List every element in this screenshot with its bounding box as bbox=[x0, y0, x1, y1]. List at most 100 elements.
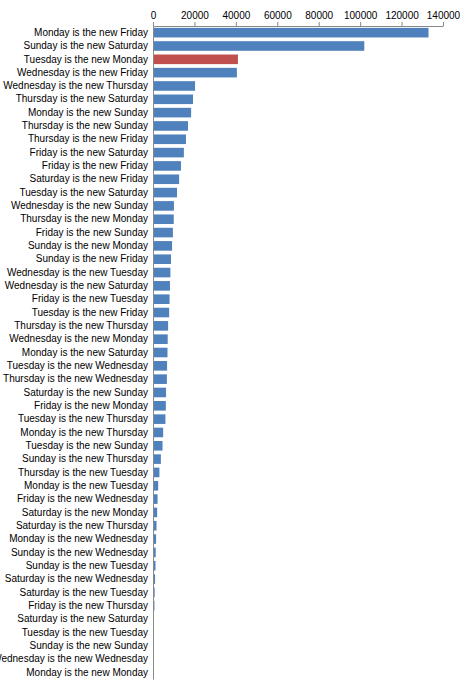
y-tick: Saturday is the new Wednesday bbox=[5, 573, 148, 584]
y-tick-label: Wednesday is the new Friday bbox=[17, 67, 148, 78]
x-tick-mark bbox=[319, 22, 320, 26]
bar bbox=[153, 454, 161, 464]
bar bbox=[153, 241, 172, 251]
x-tick-label: 40000 bbox=[222, 10, 250, 21]
y-tick: Tuesday is the new Tuesday bbox=[22, 627, 148, 638]
y-tick: Thursday is the new Sunday bbox=[22, 120, 148, 131]
x-axis: 020000400006000080000100000120000140000 bbox=[151, 10, 460, 27]
bar bbox=[153, 55, 238, 65]
x-tick-mark bbox=[277, 22, 278, 26]
bar bbox=[153, 201, 174, 211]
y-tick-label: Saturday is the new Thursday bbox=[16, 520, 148, 531]
y-tick: Wednesday is the new Monday bbox=[9, 333, 148, 344]
y-tick-label: Monday is the new Monday bbox=[26, 667, 148, 678]
y-tick-label: Monday is the new Wednesday bbox=[9, 533, 148, 544]
y-tick-label: Saturday is the new Tuesday bbox=[20, 587, 148, 598]
x-tick: 100000 bbox=[344, 10, 378, 26]
y-tick: Wednesday is the new Wednesday bbox=[0, 653, 148, 664]
y-tick-label: Monday is the new Sunday bbox=[28, 107, 148, 118]
y-tick-label: Thursday is the new Monday bbox=[20, 213, 148, 224]
y-tick: Friday is the new Wednesday bbox=[17, 493, 148, 504]
bar bbox=[153, 268, 170, 278]
y-tick-label: Sunday is the new Friday bbox=[36, 253, 148, 264]
bars bbox=[153, 28, 429, 677]
y-tick-label: Friday is the new Tuesday bbox=[32, 293, 148, 304]
y-tick-label: Saturday is the new Monday bbox=[22, 507, 148, 518]
y-tick: Thursday is the new Friday bbox=[28, 133, 148, 144]
y-tick-label: Thursday is the new Sunday bbox=[22, 120, 148, 131]
y-tick-label: Saturday is the new Saturday bbox=[17, 613, 148, 624]
y-tick: Friday is the new Friday bbox=[42, 160, 148, 171]
bar bbox=[153, 441, 163, 451]
bar bbox=[153, 174, 179, 184]
x-tick: 40000 bbox=[222, 10, 250, 26]
x-tick-label: 100000 bbox=[344, 10, 378, 21]
y-tick-label: Sunday is the new Sunday bbox=[30, 640, 148, 651]
plot: 020000400006000080000100000120000140000M… bbox=[0, 10, 460, 680]
y-tick-label: Tuesday is the new Wednesday bbox=[7, 360, 148, 371]
y-tick-label: Friday is the new Friday bbox=[42, 160, 148, 171]
y-tick-label: Wednesday is the new Sunday bbox=[11, 200, 148, 211]
y-tick-label: Tuesday is the new Saturday bbox=[19, 187, 148, 198]
y-tick-label: Friday is the new Thursday bbox=[28, 600, 148, 611]
y-tick: Friday is the new Monday bbox=[34, 400, 148, 411]
bar bbox=[153, 374, 167, 384]
y-tick-label: Sunday is the new Tuesday bbox=[26, 560, 148, 571]
y-tick: Saturday is the new Tuesday bbox=[20, 587, 148, 598]
y-axis-line bbox=[153, 27, 154, 680]
y-tick-label: Sunday is the new Monday bbox=[28, 240, 148, 251]
bar bbox=[153, 81, 195, 91]
y-tick-label: Tuesday is the new Tuesday bbox=[22, 627, 148, 638]
y-tick-label: Friday is the new Sunday bbox=[36, 227, 148, 238]
bar bbox=[153, 148, 184, 158]
y-tick-label: Sunday is the new Wednesday bbox=[11, 547, 148, 558]
y-tick: Tuesday is the new Thursday bbox=[18, 413, 148, 424]
bar bbox=[153, 388, 166, 398]
bar bbox=[153, 214, 174, 224]
x-tick: 80000 bbox=[305, 10, 333, 26]
bar bbox=[153, 414, 165, 424]
bar bbox=[153, 294, 170, 304]
y-tick: Tuesday is the new Sunday bbox=[26, 440, 148, 451]
y-tick-label: Saturday is the new Wednesday bbox=[5, 573, 148, 584]
y-tick: Sunday is the new Thursday bbox=[22, 453, 148, 464]
x-tick: 140000 bbox=[427, 10, 460, 26]
y-tick-label: Monday is the new Thursday bbox=[20, 427, 148, 438]
x-tick-label: 20000 bbox=[181, 10, 209, 21]
y-tick: Saturday is the new Monday bbox=[22, 507, 148, 518]
y-tick-label: Thursday is the new Saturday bbox=[16, 93, 148, 104]
x-tick-mark bbox=[402, 22, 403, 26]
y-tick: Wednesday is the new Thursday bbox=[3, 80, 148, 91]
x-tick-label: 0 bbox=[151, 10, 157, 21]
y-tick: Thursday is the new Saturday bbox=[16, 93, 148, 104]
y-tick: Sunday is the new Friday bbox=[36, 253, 148, 264]
y-tick: Saturday is the new Saturday bbox=[17, 613, 148, 624]
bar bbox=[153, 94, 193, 104]
y-tick: Saturday is the new Friday bbox=[30, 173, 148, 184]
bar bbox=[153, 401, 166, 411]
bar bbox=[153, 254, 171, 264]
y-tick: Monday is the new Sunday bbox=[28, 107, 148, 118]
y-tick-label: Thursday is the new Wednesday bbox=[3, 373, 148, 384]
y-axis: Monday is the new FridaySunday is the ne… bbox=[0, 27, 154, 680]
y-tick-label: Thursday is the new Thursday bbox=[14, 320, 148, 331]
y-tick: Saturday is the new Thursday bbox=[16, 520, 148, 531]
y-tick: Monday is the new Tuesday bbox=[24, 480, 148, 491]
y-tick: Tuesday is the new Saturday bbox=[19, 187, 148, 198]
y-tick: Thursday is the new Thursday bbox=[14, 320, 148, 331]
y-tick-label: Tuesday is the new Sunday bbox=[26, 440, 148, 451]
y-tick: Monday is the new Wednesday bbox=[9, 533, 148, 544]
y-tick: Sunday is the new Sunday bbox=[30, 640, 148, 651]
x-tick: 20000 bbox=[181, 10, 209, 26]
y-tick: Tuesday is the new Friday bbox=[32, 307, 148, 318]
x-tick-mark bbox=[194, 22, 195, 26]
bar bbox=[153, 108, 191, 118]
x-tick-label: 80000 bbox=[305, 10, 333, 21]
bar bbox=[153, 308, 169, 318]
x-tick: 60000 bbox=[264, 10, 292, 26]
bar bbox=[153, 188, 177, 198]
x-tick-mark bbox=[153, 22, 154, 26]
bar bbox=[153, 334, 168, 344]
y-tick: Sunday is the new Wednesday bbox=[11, 547, 148, 558]
y-tick-label: Wednesday is the new Wednesday bbox=[0, 653, 148, 664]
